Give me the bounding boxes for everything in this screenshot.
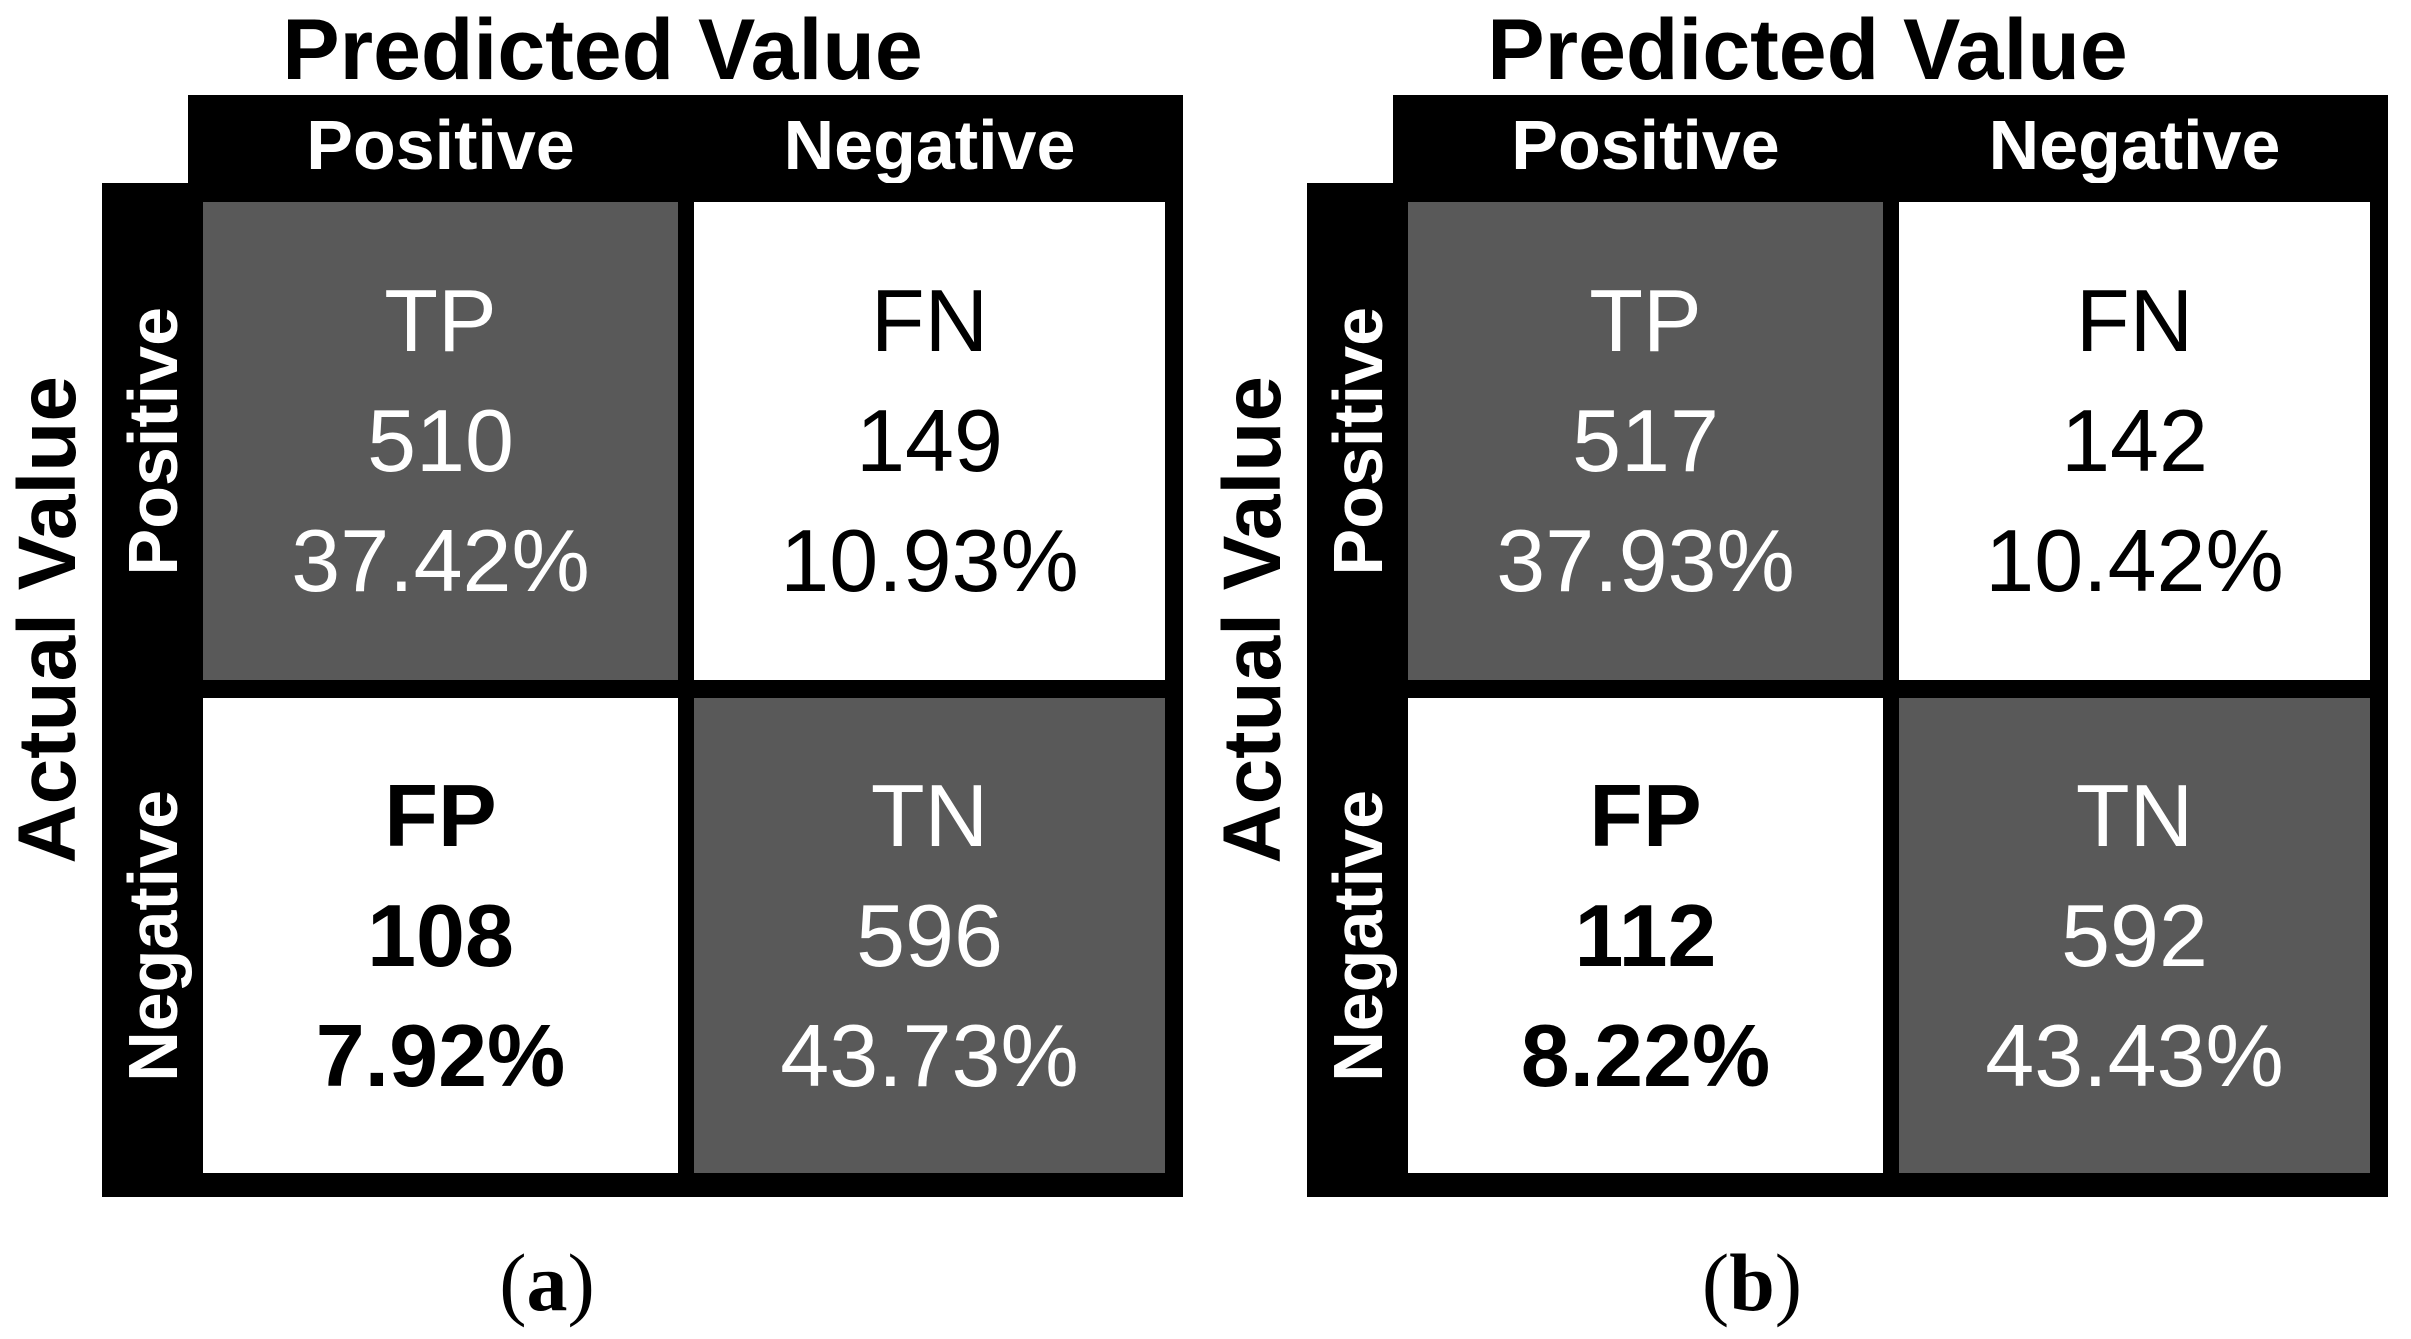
caption-paren-close: ) (567, 1236, 595, 1328)
col-header-positive: Positive (1511, 106, 1780, 184)
panel-caption-b: (b) (1205, 1230, 2299, 1335)
caption-letter: b (1729, 1236, 1775, 1328)
caption-paren-close: ) (1774, 1236, 1803, 1328)
row-header-negative: Negative (1307, 698, 1408, 1173)
row-header-positive: Positive (1307, 202, 1408, 680)
row-header-negative-text: Negative (113, 789, 192, 1082)
actual-value-axis-title-text: Actual Value (2, 376, 93, 864)
col-header-positive: Positive (306, 106, 575, 184)
cell-count: 517 (1572, 391, 1719, 490)
cell-label: TN (2075, 765, 2194, 865)
cell-percent: 10.93% (780, 511, 1079, 610)
cell-label: TP (384, 271, 497, 370)
cell-percent: 43.73% (780, 1005, 1079, 1105)
row-header-negative: Negative (102, 698, 203, 1173)
predicted-header-bar (1393, 95, 2388, 195)
predicted-value-axis-title: Predicted Value (282, 1, 923, 98)
row-header-positive-text: Positive (1318, 306, 1397, 576)
col-header-negative: Negative (1988, 106, 2281, 184)
row-header-positive: Positive (102, 202, 203, 680)
cell-percent: 43.43% (1985, 1005, 2284, 1105)
col-header-negative: Negative (783, 106, 1076, 184)
cell-false-positive: FP 108 7.92% (203, 698, 678, 1173)
cell-label: FP (384, 765, 497, 865)
cell-true-positive: TP 517 37.93% (1408, 202, 1883, 680)
cell-true-negative: TN 592 43.43% (1899, 698, 2370, 1173)
cell-false-negative: FN 142 10.42% (1899, 202, 2370, 680)
cell-false-positive: FP 112 8.22% (1408, 698, 1883, 1173)
actual-value-axis-title-text: Actual Value (1207, 376, 1298, 864)
cell-percent: 37.42% (291, 511, 590, 610)
confusion-matrix-panel-b: Predicted Value Positive Negative Actual… (1205, 0, 2411, 1339)
cell-count: 142 (2061, 391, 2208, 490)
caption-paren-open: ( (1701, 1236, 1730, 1328)
row-header-positive-text: Positive (113, 306, 192, 576)
confusion-matrix-panel-a: Predicted Value Positive Negative Actual… (0, 1, 1183, 1335)
cell-percent: 8.22% (1520, 1005, 1771, 1105)
cell-label: TN (870, 765, 989, 865)
caption-letter: a (526, 1236, 568, 1328)
cell-true-negative: TN 596 43.73% (694, 698, 1165, 1173)
caption-paren-open: ( (499, 1236, 527, 1328)
cell-count: 596 (856, 885, 1003, 985)
cell-label: FN (870, 271, 989, 370)
cell-count: 149 (856, 391, 1003, 490)
cell-false-negative: FN 149 10.93% (694, 202, 1165, 680)
cell-count: 112 (1574, 885, 1717, 985)
cell-label: FN (2075, 271, 2194, 370)
cell-label: TP (1589, 271, 1702, 370)
row-header-negative-text: Negative (1318, 789, 1397, 1082)
cell-count: 108 (367, 885, 514, 985)
cell-true-positive: TP 510 37.42% (203, 202, 678, 680)
cell-percent: 10.42% (1985, 511, 2284, 610)
predicted-header-bar (188, 95, 1183, 195)
cell-count: 592 (2061, 885, 2208, 985)
predicted-value-axis-title: Predicted Value (1487, 1, 2128, 98)
panel-caption-a: (a) (0, 1230, 1094, 1335)
cell-count: 510 (367, 391, 514, 490)
cell-percent: 7.92% (315, 1005, 566, 1105)
actual-value-axis-title: Actual Value (0, 115, 96, 1125)
actual-value-axis-title: Actual Value (1205, 115, 1301, 1125)
cell-label: FP (1589, 765, 1702, 865)
cell-percent: 37.93% (1496, 511, 1795, 610)
